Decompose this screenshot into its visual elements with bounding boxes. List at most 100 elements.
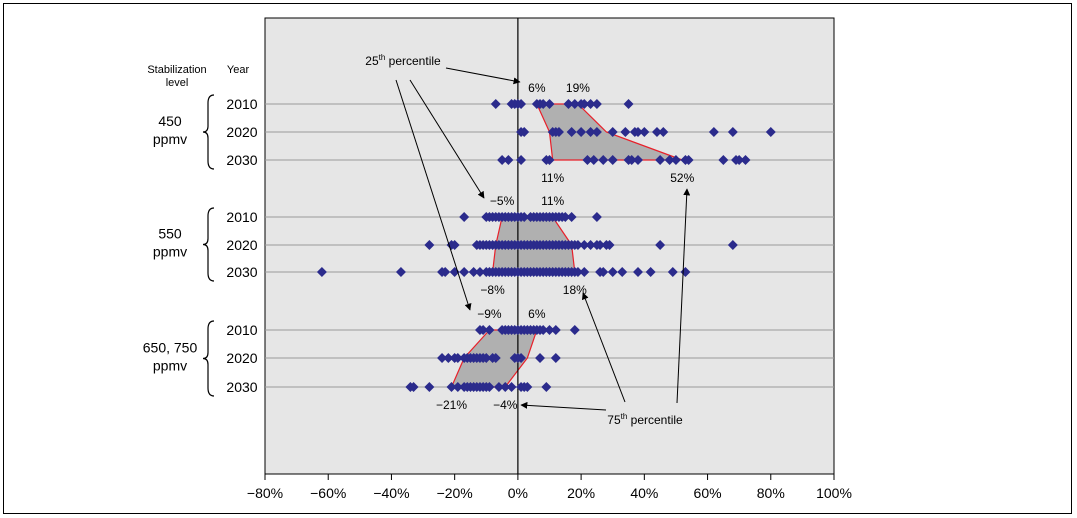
data-point-marker — [443, 353, 454, 363]
data-point-marker — [579, 99, 590, 109]
group-label-line2: ppmv — [153, 131, 187, 147]
percentile-value-label: −8% — [480, 283, 505, 297]
data-point-marker — [316, 267, 327, 277]
data-point-marker — [667, 267, 678, 277]
data-point-marker — [607, 155, 618, 165]
x-tick-label: −20% — [437, 485, 473, 501]
data-point-marker — [585, 127, 596, 137]
data-point-marker — [424, 382, 435, 392]
data-point-marker — [591, 127, 602, 137]
data-point-marker — [734, 155, 745, 165]
percentile-value-label: −4% — [493, 398, 518, 412]
callout-arrow — [445, 67, 521, 85]
data-point-marker — [550, 325, 561, 335]
data-point-marker — [452, 353, 463, 363]
data-point-marker — [585, 99, 596, 109]
data-point-marker — [538, 325, 549, 335]
x-tick-label: −60% — [310, 485, 346, 501]
data-point-marker — [576, 127, 587, 137]
data-point-marker — [516, 99, 527, 109]
group-brace — [202, 207, 215, 282]
group-brace — [202, 320, 215, 397]
data-point-marker — [708, 127, 719, 137]
data-point-marker — [506, 382, 517, 392]
year-label: 2020 — [226, 124, 257, 140]
data-point-marker — [424, 240, 435, 250]
data-point-marker — [544, 99, 555, 109]
x-tick-label: 100% — [816, 485, 852, 501]
year-label: 2010 — [226, 209, 257, 225]
data-point-marker — [588, 155, 599, 165]
data-point-marker — [566, 212, 577, 222]
data-point-marker — [607, 127, 618, 137]
data-point-marker — [484, 325, 495, 335]
percentile-value-label: −9% — [477, 307, 502, 321]
data-point-marker — [408, 382, 419, 392]
data-point-marker — [566, 127, 577, 137]
percentile-value-label: −21% — [436, 398, 467, 412]
data-point-marker — [538, 99, 549, 109]
data-point-marker — [497, 155, 508, 165]
data-point-marker — [481, 353, 492, 363]
data-point-marker — [560, 212, 571, 222]
data-point-marker — [645, 267, 656, 277]
data-point-marker — [591, 212, 602, 222]
year-label: 2020 — [226, 237, 257, 253]
year-label: 2010 — [226, 322, 257, 338]
data-point-marker — [500, 382, 511, 392]
data-point-marker — [440, 267, 451, 277]
data-point-marker — [664, 155, 675, 165]
data-point-marker — [633, 267, 644, 277]
data-point-marker — [579, 267, 590, 277]
data-point-marker — [493, 382, 504, 392]
figure-frame — [3, 3, 1072, 514]
x-tick-label: 20% — [567, 485, 595, 501]
percentile-value-label: −5% — [490, 194, 515, 208]
year-label: 2030 — [226, 152, 257, 168]
data-point-marker — [655, 155, 666, 165]
data-point-marker — [544, 155, 555, 165]
data-point-marker — [519, 212, 530, 222]
data-point-marker — [727, 127, 738, 137]
data-point-marker — [452, 382, 463, 392]
data-point-marker — [617, 267, 628, 277]
group-brace — [202, 94, 215, 170]
header-stabilization-line2: level — [166, 77, 189, 89]
data-point-marker — [572, 240, 583, 250]
data-point-marker — [437, 353, 448, 363]
data-point-marker — [727, 240, 738, 250]
callout-arrow — [581, 292, 626, 403]
year-label: 2010 — [226, 96, 257, 112]
data-point-marker — [598, 155, 609, 165]
percentile-value-label: 6% — [528, 81, 546, 95]
data-point-marker — [626, 155, 637, 165]
data-point-marker — [582, 155, 593, 165]
data-point-marker — [478, 325, 489, 335]
data-point-marker — [544, 325, 555, 335]
data-point-marker — [633, 155, 644, 165]
x-tick-label: 80% — [757, 485, 785, 501]
x-tick-label: −80% — [247, 485, 283, 501]
data-point-marker — [535, 353, 546, 363]
data-point-marker — [490, 99, 501, 109]
data-point-marker — [569, 99, 580, 109]
group-label-line1: 450 — [158, 113, 182, 129]
percentile-value-label: 19% — [566, 81, 590, 95]
x-tick-label: 40% — [630, 485, 658, 501]
data-point-marker — [585, 240, 596, 250]
data-point-marker — [620, 127, 631, 137]
data-point-marker — [639, 127, 650, 137]
data-point-marker — [490, 353, 501, 363]
data-point-marker — [459, 212, 470, 222]
data-point-marker — [683, 155, 694, 165]
x-tick-label: 0% — [508, 485, 528, 501]
data-point-marker — [607, 267, 618, 277]
data-point-marker — [449, 240, 460, 250]
data-point-marker — [468, 267, 479, 277]
data-point-marker — [459, 267, 470, 277]
group-label-line1: 650, 750 — [143, 340, 198, 356]
data-point-marker — [655, 240, 666, 250]
p25-callout-label: 25th percentile — [365, 53, 441, 68]
data-point-marker — [516, 155, 527, 165]
